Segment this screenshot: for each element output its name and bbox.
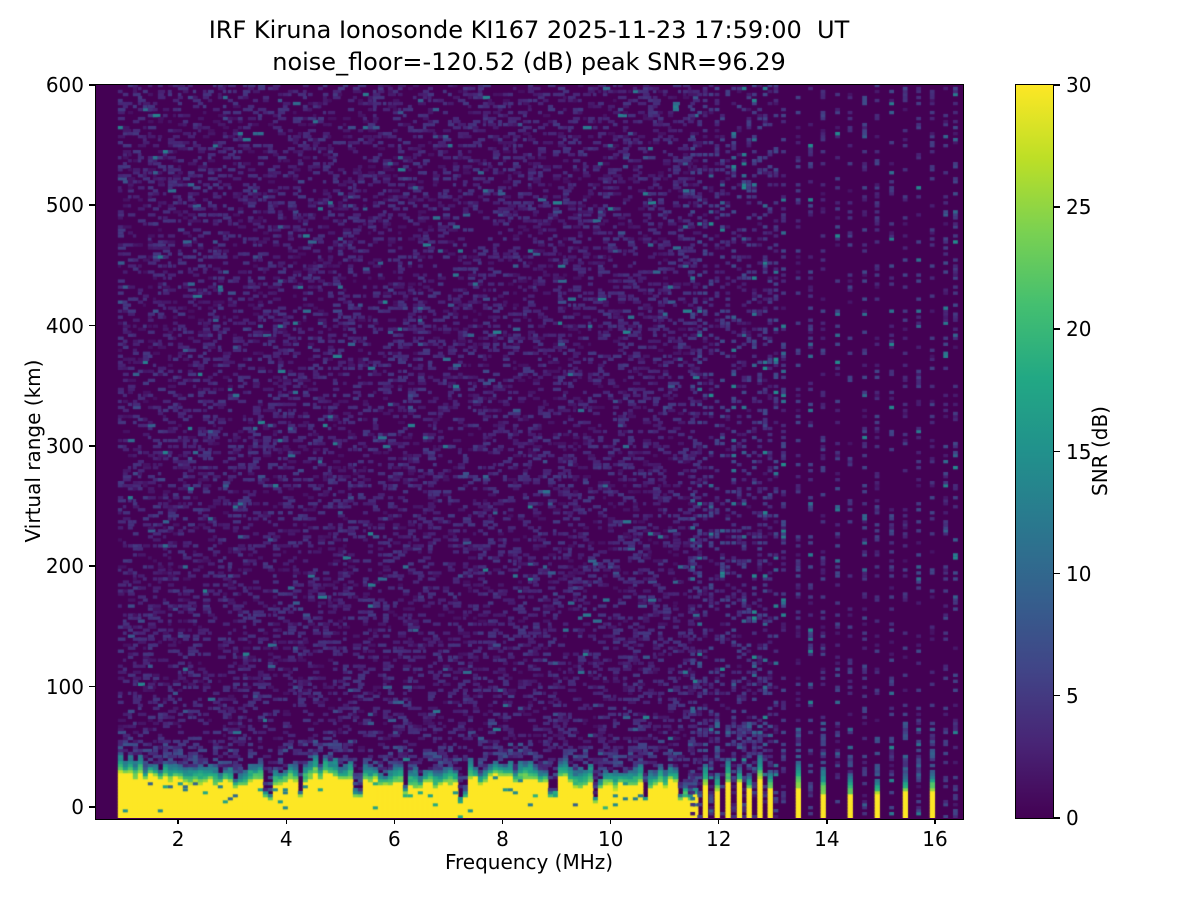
y-tick-mark [89,445,95,447]
colorbar-tick-label: 15 [1066,439,1092,464]
figure-subtitle: noise_floor=-120.52 (dB) peak SNR=96.29 [272,48,786,76]
colorbar-tick-mark [1054,84,1060,86]
x-tick-label: 2 [171,827,185,851]
colorbar-tick-label: 20 [1066,317,1092,342]
y-tick-label: 500 [45,193,84,218]
x-tick-mark [826,819,828,824]
colorbar [1015,84,1054,819]
y-tick-mark [89,565,95,567]
x-tick-label: 8 [496,827,509,851]
y-tick-mark [89,204,95,206]
colorbar-tick-mark [1054,817,1060,819]
y-tick-label: 300 [45,434,84,459]
colorbar-tick-mark [1054,328,1060,330]
x-tick-label: 16 [922,827,948,851]
x-tick-label: 12 [706,827,732,851]
colorbar-tick-label: 10 [1066,561,1092,586]
x-tick-mark [285,819,288,824]
colorbar-tick-label: 25 [1066,195,1092,220]
x-tick-label: 4 [279,827,293,851]
y-tick-label: 600 [45,73,84,97]
colorbar-tick-mark [1054,572,1060,575]
x-tick-label: 10 [597,827,624,851]
colorbar-tick-label: 5 [1066,683,1079,708]
y-tick-mark [89,685,95,688]
x-tick-mark [717,819,720,824]
x-tick-mark [609,819,612,824]
x-axis-label: Frequency (MHz) [444,850,614,874]
y-tick-mark [89,806,95,808]
y-tick-label: 100 [45,674,84,699]
x-tick-mark [177,819,179,824]
x-tick-mark [501,819,504,824]
x-tick-mark [934,819,936,824]
y-tick-label: 200 [45,554,84,579]
colorbar-tick-mark [1054,450,1060,452]
y-tick-mark [89,324,95,327]
y-tick-label: 400 [45,313,84,338]
y-tick-mark [89,84,95,86]
colorbar-tick-label: 30 [1066,73,1092,97]
colorbar-tick-mark [1054,694,1060,697]
y-tick-label: 0 [71,795,84,820]
x-tick-label: 6 [388,827,401,851]
colorbar-tick-label: 0 [1066,806,1079,830]
x-tick-mark [393,819,396,824]
x-tick-label: 14 [814,827,840,851]
ionogram-heatmap-canvas [96,85,962,818]
figure-title: IRF Kiruna Ionosonde KI167 2025-11-23 17… [208,16,850,44]
colorbar-tick-mark [1054,206,1060,208]
